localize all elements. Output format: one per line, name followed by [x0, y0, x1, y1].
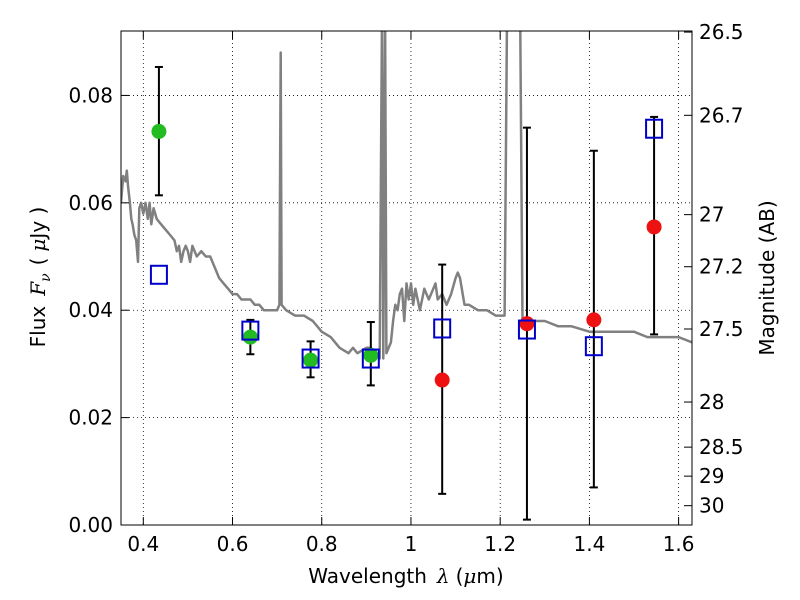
plot-frame — [120, 30, 693, 526]
data-point — [434, 372, 450, 388]
y-axis-title-text: Flux — [26, 306, 50, 348]
data-point — [303, 352, 319, 368]
x-axis-unit-rest: m) — [476, 564, 503, 588]
x-axis-symbol: λ — [436, 564, 450, 588]
y-axis-symbol: F — [26, 281, 50, 297]
x-tick-label: 1.6 — [663, 532, 695, 556]
data-point — [586, 312, 602, 328]
y2-axis-title: Magnitude (AB) — [755, 200, 779, 355]
y2-tick-label: 27.2 — [699, 255, 744, 279]
y-tick-label: 0.00 — [68, 513, 113, 537]
data-point — [363, 347, 379, 363]
y-axis-title: Flux Fν ( μJy ) — [26, 207, 54, 348]
y2-tick-label: 27.5 — [699, 317, 744, 341]
x-tick-label: 0.4 — [127, 532, 159, 556]
data-markers — [151, 123, 662, 388]
y-tick-label: 0.04 — [68, 298, 113, 322]
spectrum-line — [121, 31, 692, 360]
y2-tick-label: 28.5 — [699, 435, 744, 459]
model-square — [149, 264, 168, 285]
y-axis-unit-open: ( — [26, 258, 50, 266]
y-axis-subscript: ν — [38, 273, 54, 282]
y-axis-unit-mu: μ — [26, 239, 50, 252]
model-square — [517, 319, 536, 340]
model-square — [361, 348, 380, 369]
y-tick-label: 0.02 — [68, 406, 113, 430]
data-point — [519, 316, 535, 332]
x-tick-label: 0.6 — [217, 532, 249, 556]
data-point — [151, 123, 167, 139]
y-tick-label: 0.08 — [68, 83, 113, 107]
y2-tick-label: 29 — [699, 464, 724, 488]
model-square — [301, 348, 320, 369]
axis-ticks: 0.4 0.6 0.8 1 1.2 1.4 1.6 0.00 0.02 0.04 0.06 0.08 2… — [68, 20, 743, 556]
x-axis-title: Wavelength λ (μm) — [308, 564, 503, 588]
model-square — [584, 336, 603, 357]
x-axis-unit-open: ( — [456, 564, 464, 588]
y-tick-label: 0.06 — [68, 191, 113, 215]
model-square — [241, 320, 260, 341]
data-point — [646, 219, 662, 235]
model-square — [645, 118, 664, 139]
model-squares — [149, 118, 664, 369]
x-axis-unit-mu: μ — [463, 564, 476, 588]
x-tick-label: 0.8 — [306, 532, 338, 556]
y-axis-unit-rest: Jy ) — [26, 207, 50, 241]
y2-tick-label: 28 — [699, 390, 724, 414]
model-square — [433, 318, 452, 339]
spectrum-series — [121, 31, 692, 360]
y2-tick-label: 26.5 — [699, 20, 744, 44]
y2-tick-label: 27 — [699, 203, 724, 227]
y2-tick-label: 26.7 — [699, 103, 744, 127]
x-axis-title-text: Wavelength — [308, 564, 427, 588]
data-point — [242, 329, 258, 345]
x-tick-label: 1.2 — [484, 532, 516, 556]
x-tick-label: 1 — [405, 532, 418, 556]
x-tick-label: 1.4 — [573, 532, 605, 556]
y2-tick-label: 30 — [699, 494, 724, 518]
